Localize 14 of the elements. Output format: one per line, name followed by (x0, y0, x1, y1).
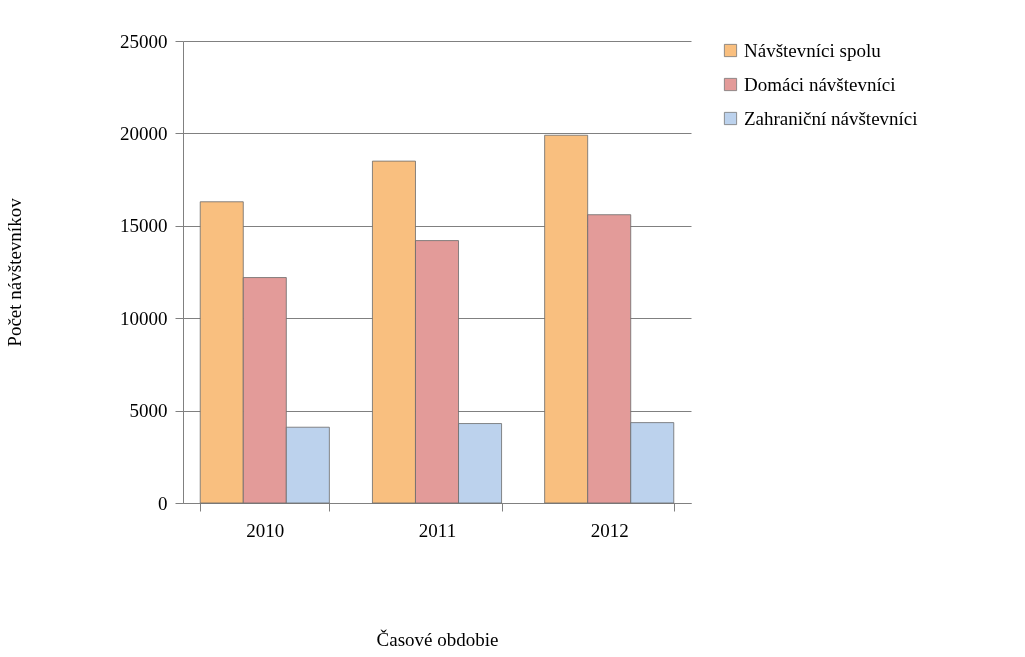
y-tick-label: 0 (158, 492, 168, 514)
x-tick-label: 2011 (418, 519, 457, 541)
x-tick-label: 2012 (590, 519, 629, 541)
x-axis-title: Časové obdobie (376, 628, 499, 650)
y-tick-label: 20000 (120, 122, 168, 144)
y-axis-title: Počet návštevníkov (4, 197, 25, 347)
legend-label: Zahraniční návštevníci (744, 107, 918, 129)
legend-label: Návštevníci spolu (744, 39, 882, 61)
y-tick-label: 10000 (120, 307, 168, 329)
y-tick-label: 5000 (129, 400, 168, 422)
y-tick-label: 15000 (120, 215, 168, 237)
x-tick-label: 2010 (246, 519, 285, 541)
legend-label: Domáci návštevníci (744, 73, 896, 95)
y-tick-label: 25000 (120, 30, 168, 52)
